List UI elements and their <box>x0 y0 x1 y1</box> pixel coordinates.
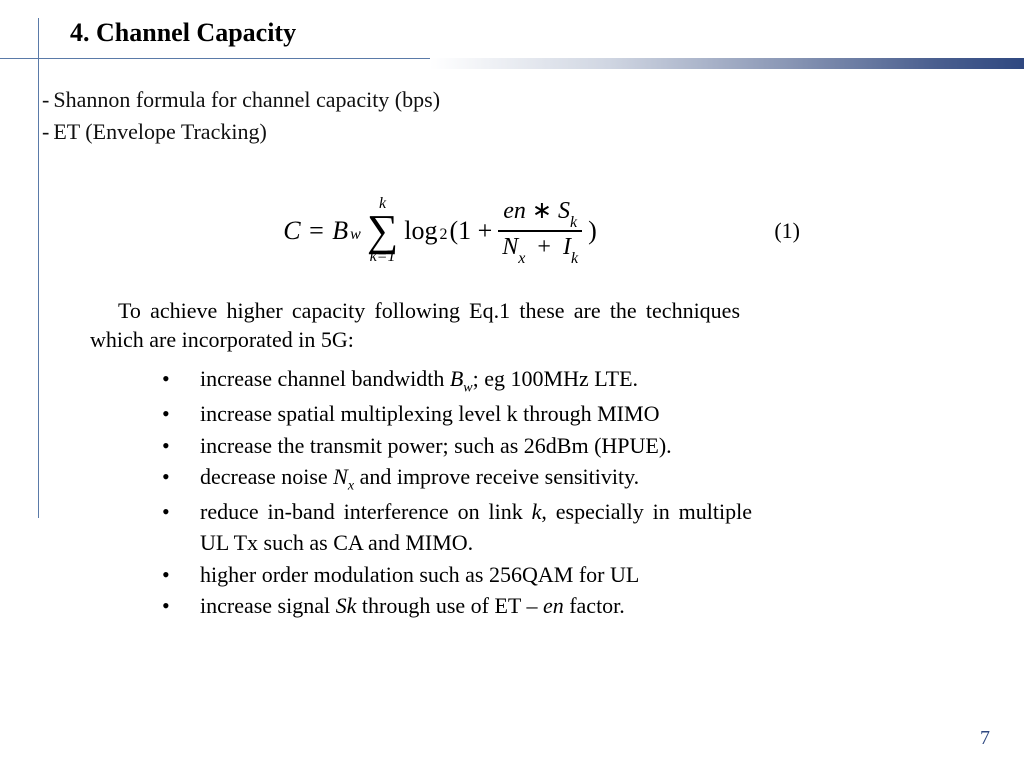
num-op: ∗ <box>532 198 552 224</box>
list-item: decrease noise Nx and improve receive se… <box>162 461 752 496</box>
sum-lower: k=1 <box>370 249 396 265</box>
eq-lhs: C <box>283 216 300 246</box>
body-line-1: To achieve higher capacity following Eq.… <box>118 298 637 323</box>
num-prefix: en <box>503 198 526 224</box>
left-vertical-rule <box>38 18 39 518</box>
summation: k ∑ k=1 <box>367 196 398 265</box>
technique-list: increase channel bandwidth Bw; eg 100MHz… <box>162 363 752 621</box>
eq-bw-sub: w <box>350 226 361 244</box>
list-item: reduce in-band interference on link k, e… <box>162 496 752 558</box>
equation-block: C = Bw k ∑ k=1 log2 (1 + en ∗ Sk <box>90 186 790 276</box>
den-sub2: k <box>571 250 578 267</box>
shannon-equation: C = Bw k ∑ k=1 log2 (1 + en ∗ Sk <box>283 196 596 265</box>
slide-title: 4. Channel Capacity <box>0 18 1024 58</box>
list-item: higher order modulation such as 256QAM f… <box>162 559 752 590</box>
page-number: 7 <box>980 727 990 750</box>
intro-line-1: -Shannon formula for channel capacity (b… <box>42 84 1024 116</box>
header-divider <box>0 58 1024 70</box>
list-item: increase signal Sk through use of ET – e… <box>162 590 752 621</box>
slide-body: -Shannon formula for channel capacity (b… <box>0 70 1024 621</box>
intro-line-2: -ET (Envelope Tracking) <box>42 116 1024 148</box>
den-sub1: x <box>518 250 525 267</box>
den-var1: N <box>502 234 518 260</box>
equation-number: (1) <box>774 218 800 244</box>
body-paragraph: To achieve higher capacity following Eq.… <box>90 296 740 355</box>
header-divider-gradient <box>430 58 1024 69</box>
num-var: S <box>558 198 570 224</box>
intro-text-1: Shannon formula for channel capacity (bp… <box>53 87 440 112</box>
eq-bw-var: B <box>332 216 348 246</box>
fraction: en ∗ Sk Nx + Ik <box>498 198 582 264</box>
log-base: 2 <box>439 226 447 244</box>
slide-header: 4. Channel Capacity <box>0 0 1024 70</box>
intro-text-2: ET (Envelope Tracking) <box>53 119 266 144</box>
num-sub: k <box>570 214 577 231</box>
list-item: increase channel bandwidth Bw; eg 100MHz… <box>162 363 752 398</box>
list-item: increase spatial multiplexing level k th… <box>162 398 752 429</box>
list-item: increase the transmit power; such as 26d… <box>162 430 752 461</box>
den-var2: I <box>563 234 571 260</box>
